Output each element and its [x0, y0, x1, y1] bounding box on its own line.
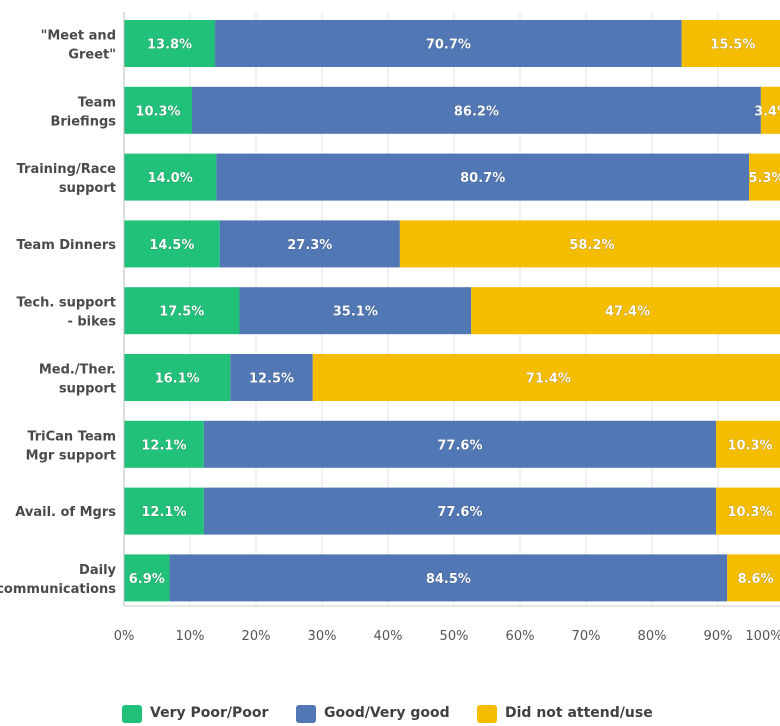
data-label: 47.4%: [605, 305, 650, 320]
category-label: Daily: [79, 563, 116, 578]
data-label: 12.1%: [141, 505, 186, 520]
legend-swatch-good: [296, 705, 316, 723]
data-label: 14.0%: [148, 171, 193, 186]
bar-segment: [760, 86, 780, 134]
legend-swatch-did-not-attend: [477, 705, 497, 723]
x-tick-label: 40%: [374, 629, 403, 644]
category-label: Mgr support: [26, 448, 116, 463]
data-label: 12.5%: [249, 372, 294, 387]
data-label: 8.6%: [738, 572, 774, 587]
bar-segment: [124, 354, 231, 401]
data-label: 77.6%: [437, 505, 482, 520]
x-tick-label: 10%: [176, 629, 205, 644]
data-label: 17.5%: [159, 305, 204, 320]
data-label: 12.1%: [141, 438, 186, 453]
bar-segment: [124, 487, 204, 535]
x-tick-label: 100%: [745, 629, 780, 644]
x-tick-label: 50%: [440, 629, 469, 644]
category-label: communications: [0, 582, 116, 597]
data-label: 5.3%: [748, 171, 780, 186]
data-label: 27.3%: [287, 238, 332, 253]
bar-segment: [716, 487, 780, 535]
bar-segment: [203, 420, 717, 468]
x-tick-label: 0%: [114, 629, 135, 644]
bar-segment: [471, 287, 780, 335]
legend-label-did-not-attend: Did not attend/use: [505, 705, 653, 721]
data-label: 58.2%: [569, 238, 614, 253]
bar-segment: [169, 554, 728, 602]
bar-segment: [727, 554, 780, 602]
data-label: 80.7%: [460, 171, 505, 186]
bar-segment: [716, 420, 780, 468]
bar-segment: [312, 354, 780, 401]
data-label: 84.5%: [426, 572, 471, 587]
data-label: 70.7%: [426, 38, 471, 53]
bar-segment: [124, 287, 240, 335]
category-label: Greet": [68, 48, 116, 63]
bar-segment: [203, 487, 717, 535]
bar-segment: [124, 153, 217, 201]
data-label: 10.3%: [727, 505, 772, 520]
category-label: Med./Ther.: [39, 363, 116, 378]
legend-swatch-very-poor: [122, 705, 142, 723]
category-label: Training/Race: [17, 162, 117, 177]
x-tick-label: 20%: [242, 629, 271, 644]
data-label: 15.5%: [710, 38, 755, 53]
data-label: 13.8%: [147, 38, 192, 53]
category-label: Team: [78, 95, 116, 110]
category-label: support: [59, 382, 116, 397]
bar-segment: [124, 86, 192, 134]
data-label: 6.9%: [129, 572, 165, 587]
legend-label-good: Good/Very good: [324, 705, 450, 721]
x-tick-label: 80%: [638, 629, 667, 644]
bar-segment: [124, 554, 170, 602]
data-label: 71.4%: [526, 372, 571, 387]
category-label: Briefings: [50, 114, 116, 129]
bar-segment: [219, 220, 400, 268]
category-label: TriCan Team: [27, 429, 116, 444]
legend: Very Poor/Poor Good/Very good Did not at…: [0, 700, 780, 726]
category-label: - bikes: [67, 315, 116, 330]
bar-segment: [399, 220, 780, 268]
x-tick-label: 30%: [308, 629, 337, 644]
bar-segment: [215, 20, 682, 67]
data-label: 16.1%: [155, 372, 200, 387]
data-label: 35.1%: [333, 305, 378, 320]
bar-segment: [124, 20, 216, 67]
bar-segment: [239, 287, 472, 335]
x-tick-label: 60%: [506, 629, 535, 644]
category-label: Team Dinners: [16, 238, 116, 253]
stacked-bar-chart: 13.8% 70.7% 15.5% "Meet and Greet" 10.3% 86.2%…: [0, 12, 780, 644]
x-tick-label: 70%: [572, 629, 601, 644]
bar-segment: [230, 354, 313, 401]
data-label: 10.3%: [727, 438, 772, 453]
bar-segment: [191, 86, 761, 134]
legend-label-very-poor: Very Poor/Poor: [150, 705, 269, 721]
data-label: 77.6%: [437, 438, 482, 453]
bar-segment: [681, 20, 780, 67]
data-label: 3.4%: [754, 104, 780, 119]
bar-segment: [124, 420, 204, 468]
bar-segment: [749, 153, 780, 201]
category-label: Tech. support: [16, 296, 116, 311]
category-label: Avail. of Mgrs: [15, 505, 116, 520]
data-label: 10.3%: [135, 104, 180, 119]
category-label: "Meet and: [41, 29, 116, 44]
data-label: 86.2%: [454, 104, 499, 119]
category-label: support: [59, 181, 116, 196]
bar-segment: [216, 153, 750, 201]
bar-segment: [124, 220, 220, 268]
data-label: 14.5%: [149, 238, 194, 253]
x-tick-label: 90%: [704, 629, 733, 644]
